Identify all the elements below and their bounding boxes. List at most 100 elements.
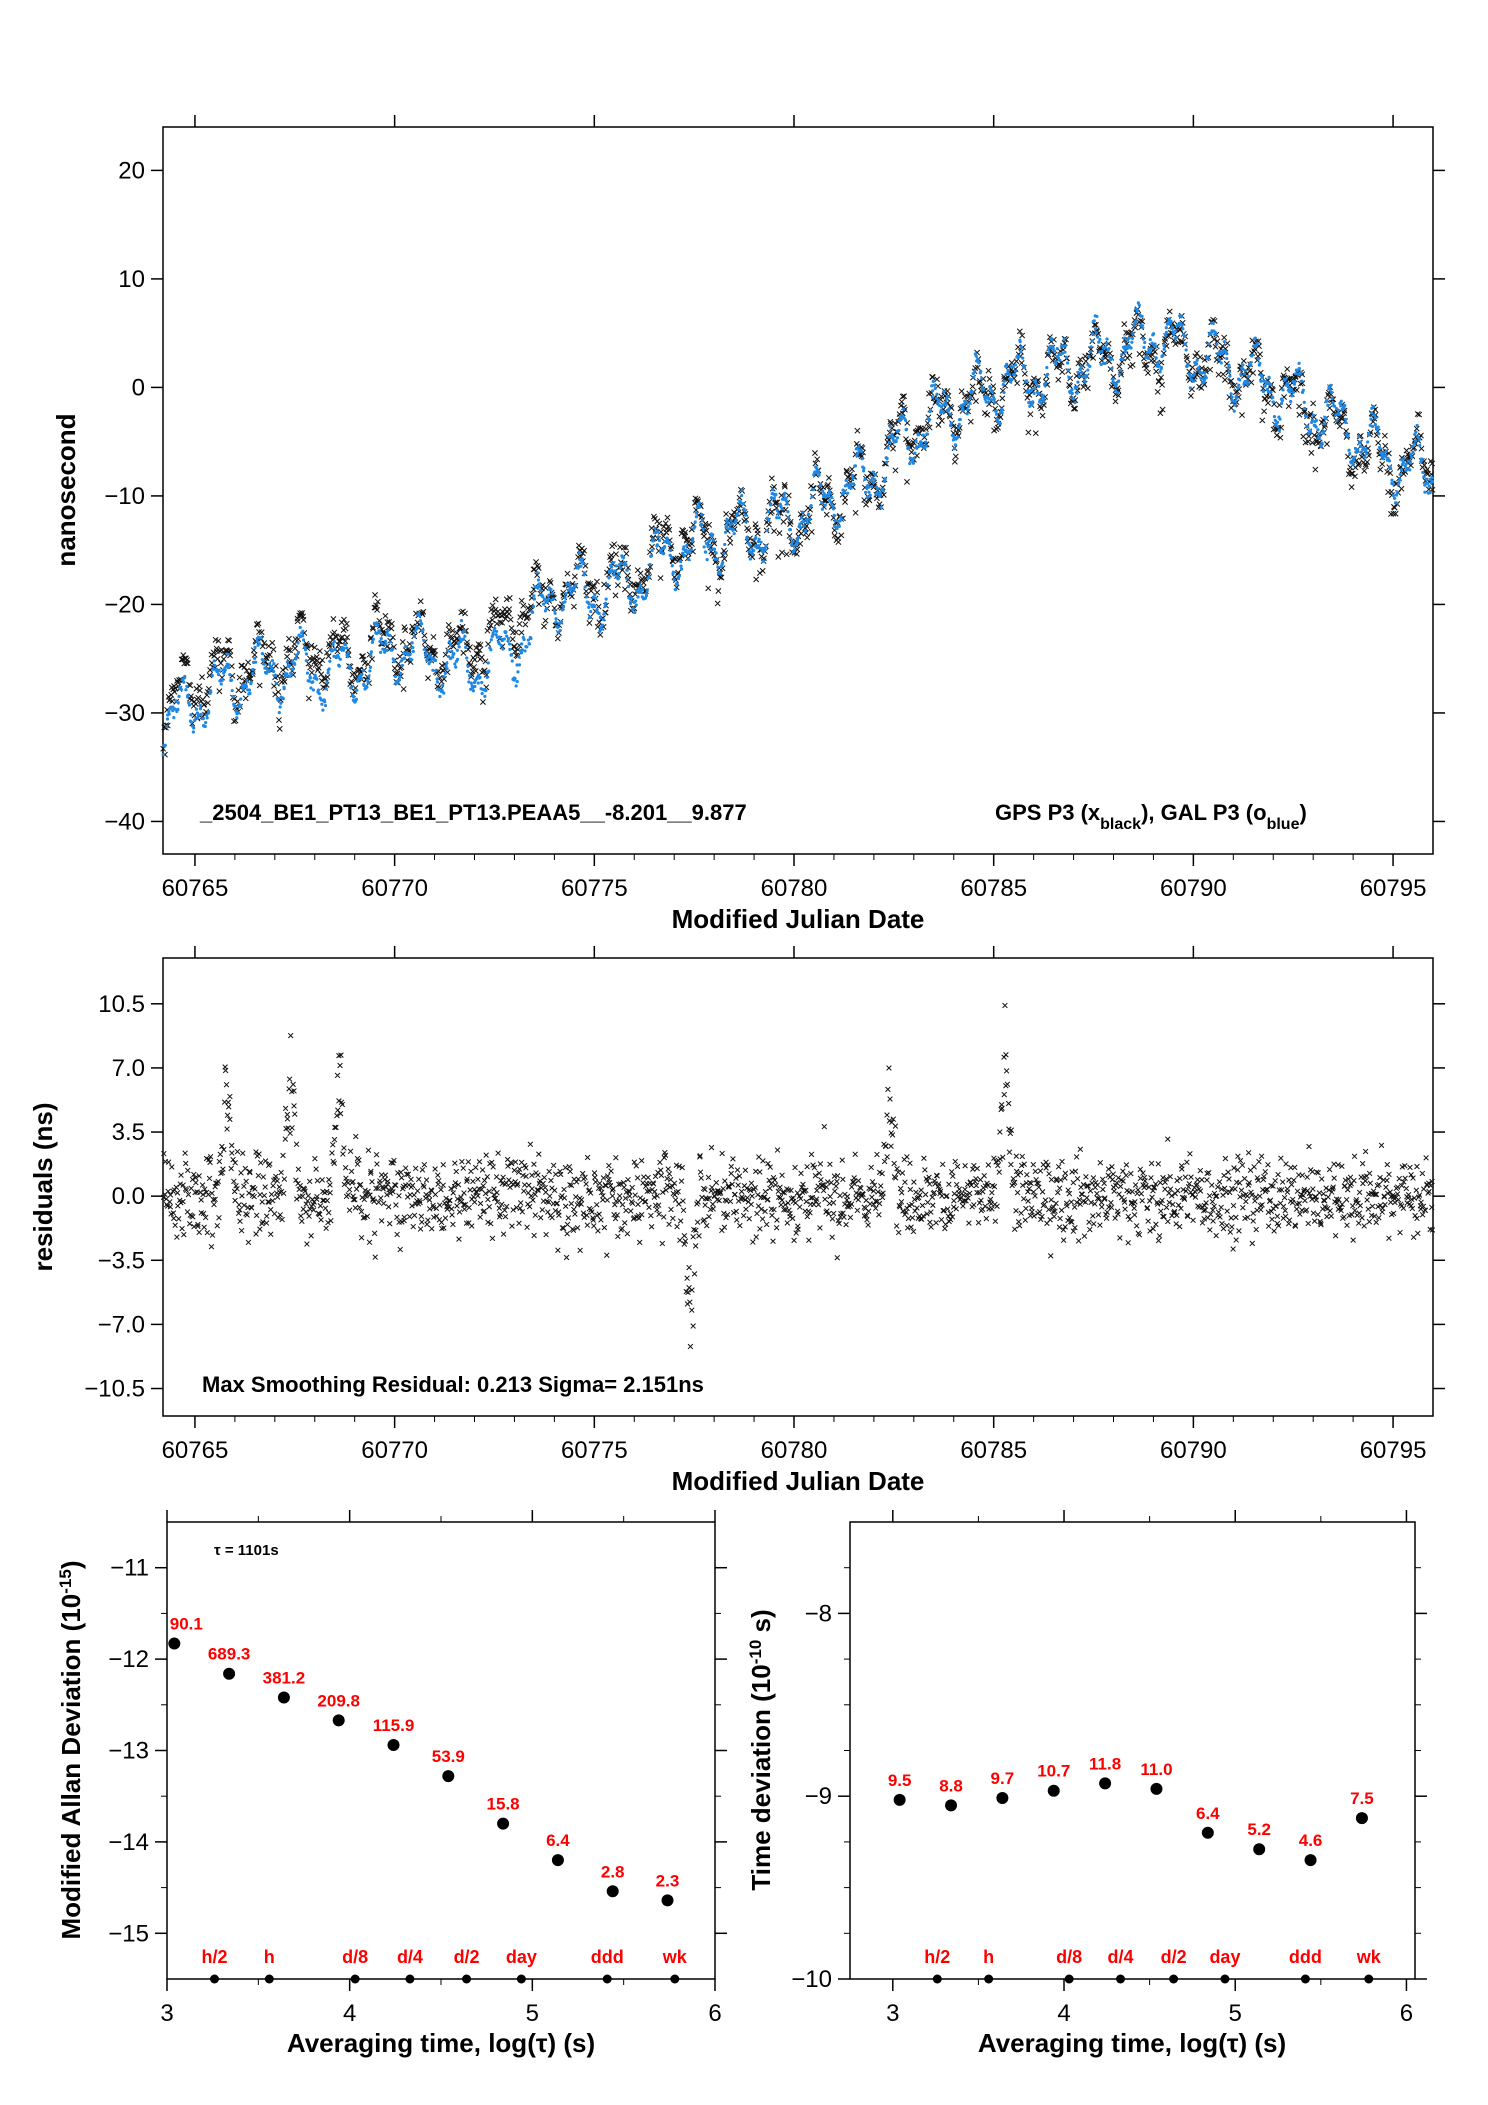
gal-point [656, 530, 660, 534]
gal-point [600, 627, 604, 631]
gal-point [1392, 496, 1397, 500]
gps-point [915, 425, 922, 431]
gps-point [591, 582, 598, 589]
gal-point [968, 401, 972, 405]
residual-point [772, 1182, 779, 1188]
residual-point [484, 1173, 491, 1180]
gal-point [485, 675, 489, 679]
gal-point [1269, 390, 1273, 394]
time-series-y-tick-label: 10 [118, 266, 145, 293]
gps-point [1398, 485, 1405, 492]
residual-point [789, 1215, 796, 1222]
gal-point [788, 528, 793, 532]
residual-point [1030, 1189, 1037, 1195]
gps-point [201, 701, 208, 708]
gal-point [780, 507, 784, 511]
gal-point [173, 707, 177, 711]
gal-point [633, 610, 637, 615]
gal-point [1272, 415, 1277, 419]
residual-point [697, 1169, 704, 1175]
gal-point [1402, 456, 1406, 461]
gal-point [932, 383, 937, 387]
gps-point [310, 654, 317, 661]
gal-point [507, 642, 512, 646]
gps-point [486, 619, 493, 625]
gps-point [300, 616, 307, 623]
residual-point [951, 1197, 957, 1204]
gps-point [611, 541, 618, 548]
gal-point [493, 626, 497, 630]
gal-point [551, 597, 556, 601]
gal-point [1323, 422, 1327, 426]
residual-point [1090, 1221, 1097, 1227]
residual-point [1003, 1068, 1010, 1074]
residual-point [921, 1155, 927, 1162]
gps-point [1248, 379, 1255, 386]
gal-point [305, 671, 310, 675]
gps-point [854, 427, 861, 434]
residual-point [556, 1212, 562, 1218]
gal-point [478, 675, 482, 679]
residual-point [670, 1215, 676, 1222]
gal-point [865, 495, 869, 500]
residual-point [983, 1215, 990, 1222]
residual-point [419, 1219, 425, 1225]
gps-point [585, 580, 592, 587]
gal-point [1101, 356, 1105, 360]
gps-point [1310, 400, 1317, 407]
residual-point [374, 1161, 380, 1167]
gal-point [1343, 403, 1347, 408]
gps-point [985, 367, 992, 374]
gal-point [625, 577, 629, 581]
residual-point [827, 1161, 833, 1167]
residual-point [238, 1170, 244, 1176]
residual-point [237, 1218, 243, 1225]
residual-point [730, 1156, 736, 1162]
residual-point [353, 1133, 359, 1140]
gps-point [503, 596, 510, 603]
residual-point [657, 1167, 664, 1173]
residual-points [160, 1002, 1436, 1350]
gps-point [1159, 406, 1166, 413]
residual-point [262, 1184, 268, 1190]
residuals-plot-frame [162, 957, 1434, 1417]
gal-point [638, 584, 643, 588]
gal-point [442, 691, 446, 695]
gal-point [928, 408, 932, 412]
gal-point [1100, 349, 1104, 354]
gps-point [831, 532, 838, 539]
residual-point [604, 1197, 611, 1203]
gal-point [674, 587, 678, 592]
residual-point [991, 1183, 998, 1190]
residual-point [1015, 1218, 1022, 1225]
residual-point [502, 1213, 509, 1220]
gal-point [796, 536, 800, 540]
gps-point [892, 467, 899, 474]
residual-point [743, 1206, 749, 1213]
residual-point [815, 1201, 822, 1208]
gal-point [298, 625, 302, 630]
gps-point [1277, 434, 1284, 441]
residual-point [648, 1224, 655, 1230]
gal-point [584, 595, 588, 599]
gps-point [471, 664, 477, 671]
residual-point [696, 1233, 702, 1239]
gps-point [1305, 438, 1312, 445]
residual-point [942, 1225, 948, 1232]
residual-point [1022, 1217, 1029, 1223]
gal-point [1017, 354, 1021, 358]
gps-point [1014, 380, 1021, 387]
gal-point [725, 524, 729, 528]
residual-point [448, 1206, 455, 1212]
residual-point [779, 1172, 785, 1179]
gps-point [779, 549, 785, 556]
residuals-panel: 10.57.03.50.0−3.5−7.0−10.5 60765 60770 607… [28, 946, 1445, 1496]
gal-point [771, 488, 775, 492]
gal-point [810, 495, 814, 499]
gps-point [472, 667, 479, 674]
gps-point [438, 662, 445, 669]
gps-point [372, 591, 379, 598]
gal-point [700, 518, 705, 522]
residual-point [456, 1209, 463, 1215]
gal-point [1397, 480, 1401, 484]
